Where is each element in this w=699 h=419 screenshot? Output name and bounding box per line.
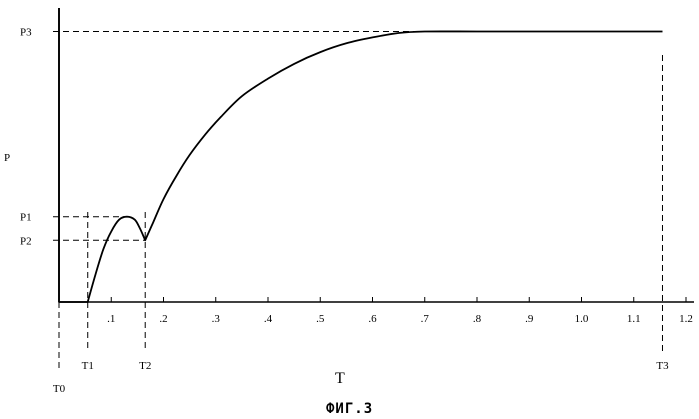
x-tick-label: 1.0 (575, 313, 589, 325)
time-marker-label-t0: T0 (53, 383, 66, 395)
x-tick-label: .5 (316, 313, 325, 325)
x-tick-label: .3 (212, 313, 221, 325)
x-axis-title: T (335, 370, 345, 387)
x-tick-label: 1.1 (627, 313, 641, 325)
curve-layer (59, 8, 663, 302)
figure-caption: ФИГ.3 (326, 401, 373, 417)
x-tick-label: .9 (525, 313, 534, 325)
x-tick-label: 1.2 (679, 313, 693, 325)
level-label-p2: P2 (20, 235, 32, 247)
time-marker-label-t1: T1 (82, 360, 94, 372)
y-axis-title: P (4, 152, 10, 164)
x-tick-label: .4 (264, 313, 273, 325)
x-tick-label: .1 (107, 313, 115, 325)
labels-layer: P T ФИГ.3 P1 P2 P3 T0 T1 T2 T3 (4, 27, 669, 417)
series-line-pressure-curve (59, 8, 663, 302)
time-marker-label-t2: T2 (139, 360, 151, 372)
level-label-p1: P1 (20, 212, 32, 224)
x-tick-label: .7 (421, 313, 430, 325)
time-marker-label-t3: T3 (656, 360, 669, 372)
x-tick-label: .8 (473, 313, 482, 325)
x-tick-label: .6 (368, 313, 377, 325)
axes-layer (59, 8, 694, 302)
guides-layer (53, 32, 662, 372)
level-label-p3: P3 (20, 27, 32, 39)
x-tick-label: .2 (159, 313, 167, 325)
